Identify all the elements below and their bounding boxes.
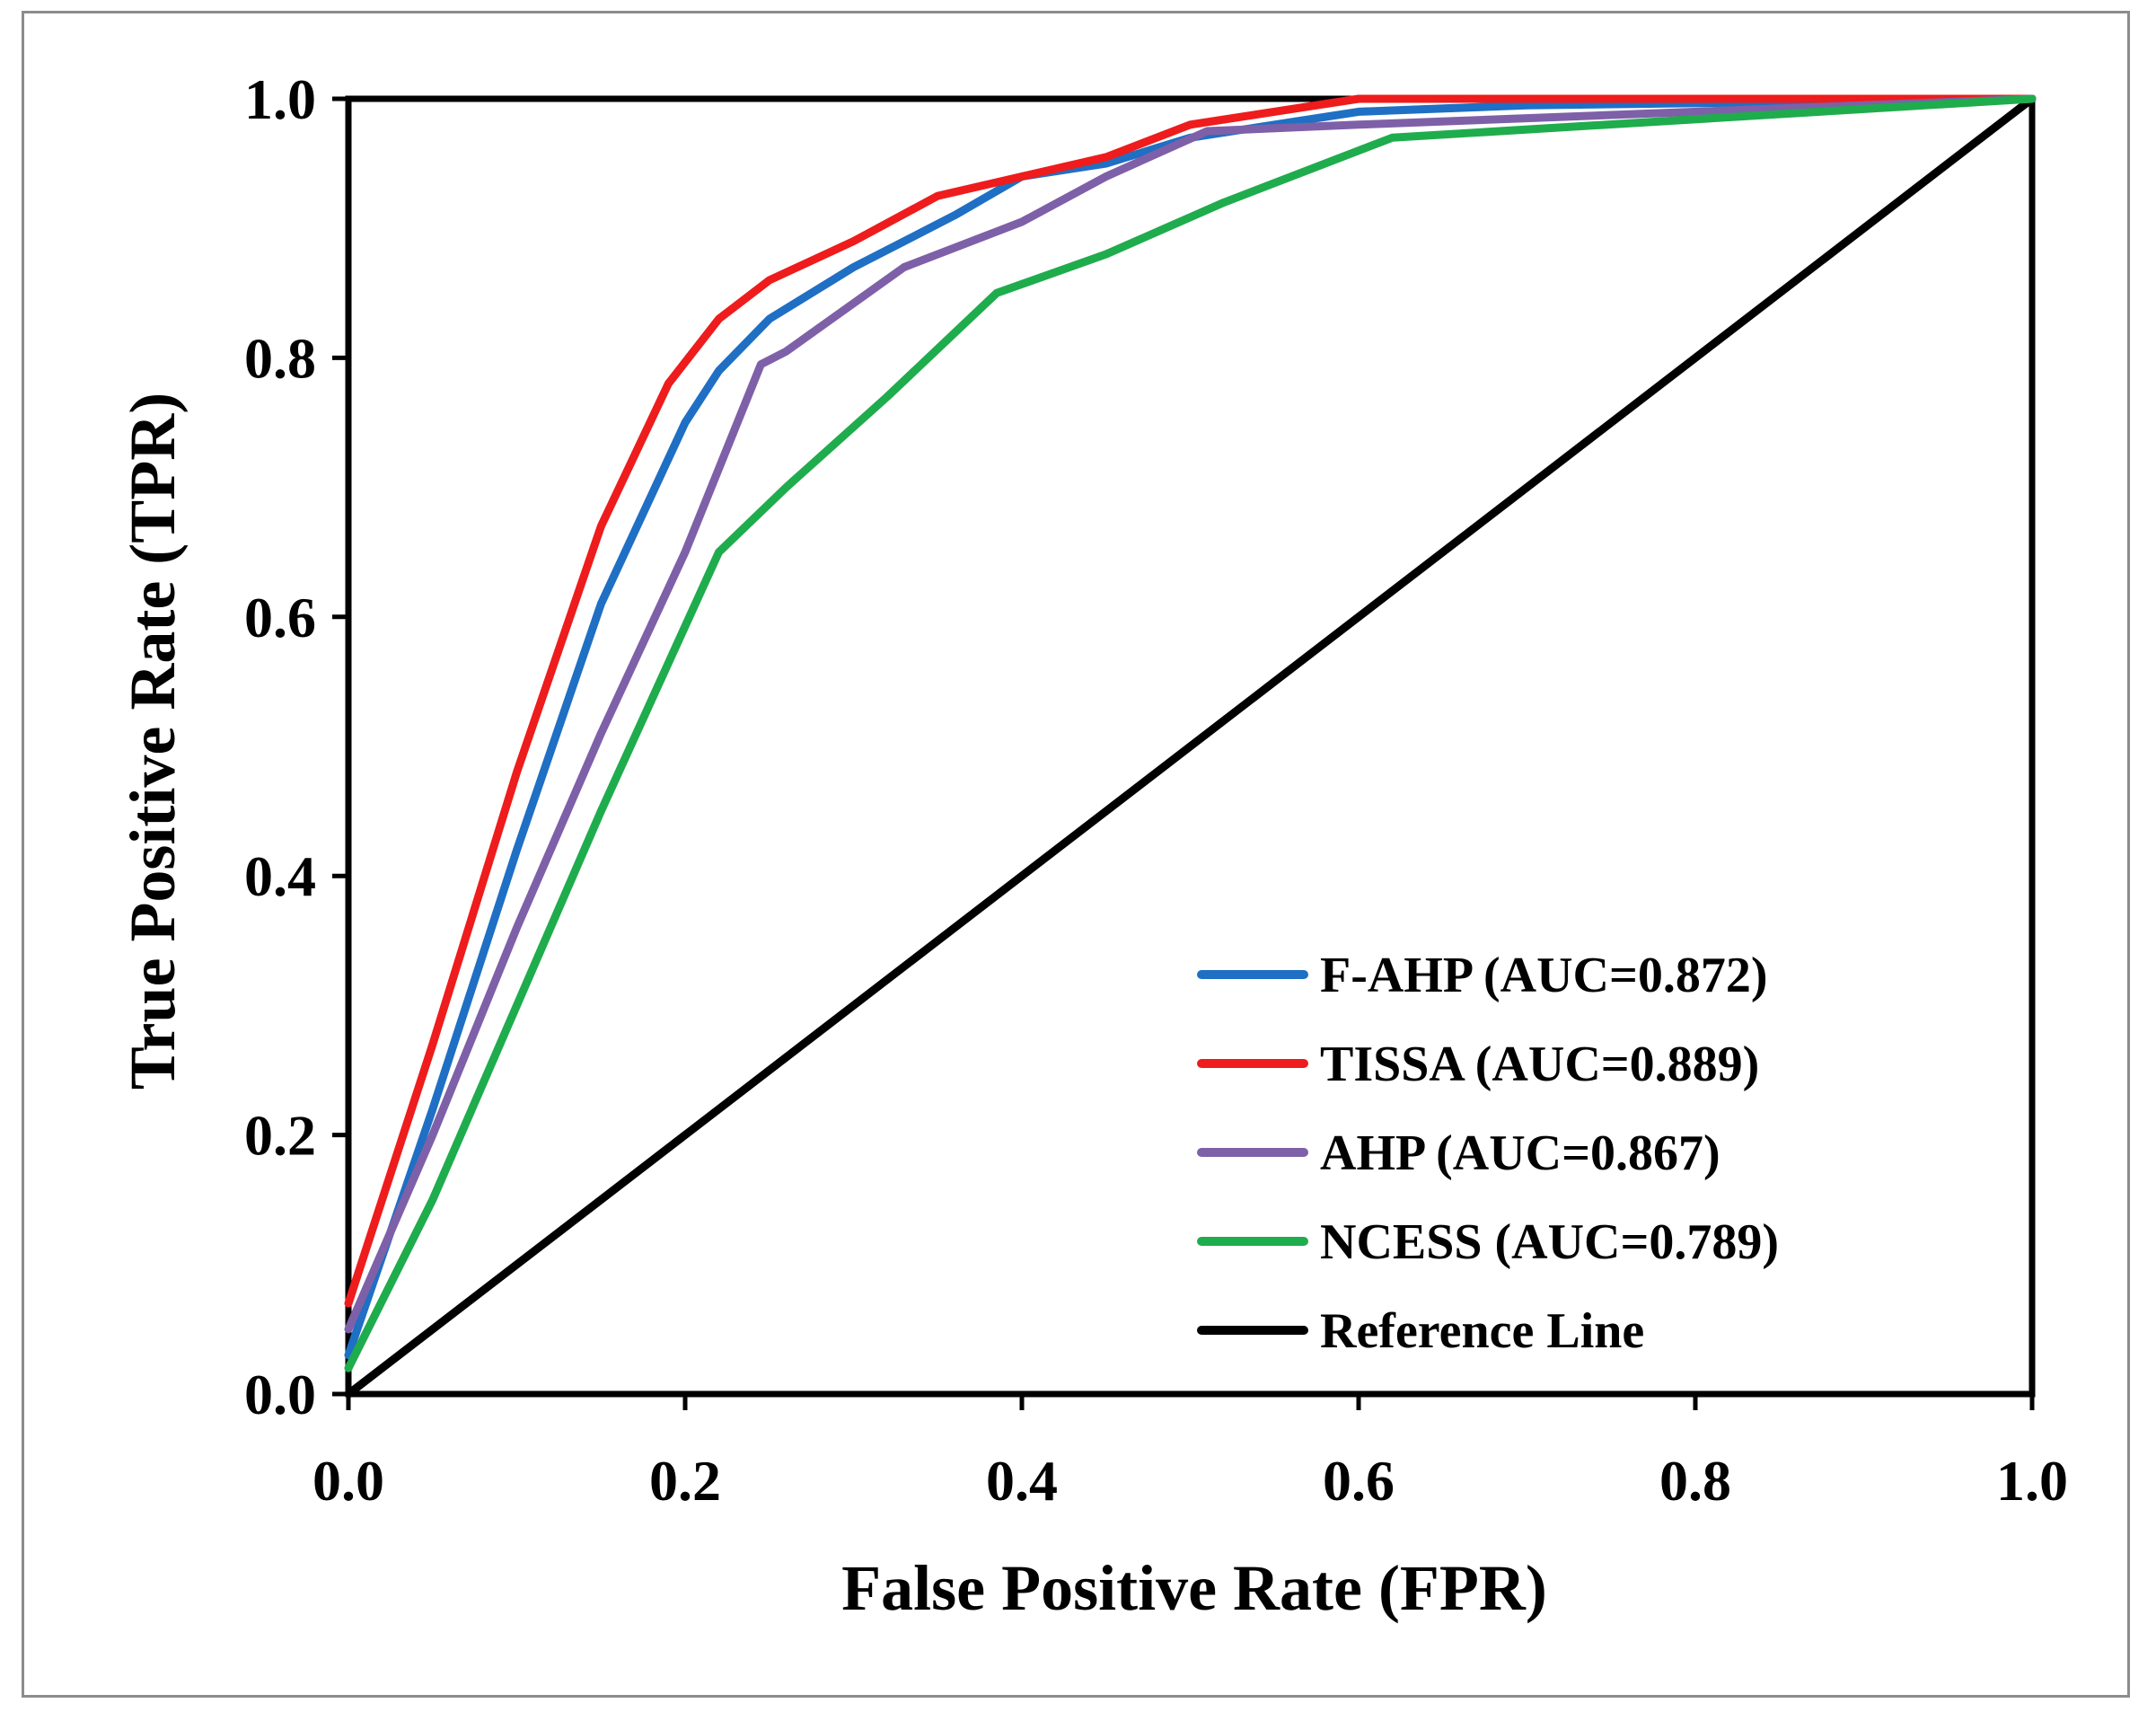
tick-layer: 0.0 0.2 0.4 0.6 0.8 1.0 0.0 0.2 0.4 0.6 0.8 1.0 — [244, 67, 2068, 1513]
series-line-f-ahp — [344, 94, 2037, 1360]
x-tick-label: 1.0 — [1996, 1449, 2068, 1513]
x-axis-title: False Positive Rate (FPR) — [841, 1552, 1547, 1624]
plot-area-border — [345, 95, 2036, 1398]
x-tick-label: 0.8 — [1659, 1449, 1731, 1513]
y-tick-label: 0.8 — [244, 326, 316, 390]
y-tick-label: 1.0 — [244, 67, 316, 131]
y-tick-label: 0.2 — [244, 1104, 316, 1168]
legend-label-ncess: NCESS (AUC=0.789) — [1320, 1214, 1779, 1270]
x-tick-label: 0.0 — [312, 1449, 384, 1513]
series-layer — [344, 94, 2037, 1399]
series-line-reference — [344, 94, 2037, 1399]
x-tick-label: 0.2 — [649, 1449, 721, 1513]
legend: F-AHP (AUC=0.872) TISSA (AUC=0.889) AHP (A… — [1197, 948, 1779, 1359]
series-line-tissa — [344, 94, 2037, 1308]
series-line-ncess — [344, 94, 2037, 1372]
axes-layer — [345, 95, 2036, 1398]
legend-label-tissa: TISSA (AUC=0.889) — [1320, 1037, 1759, 1092]
x-tick-label: 0.6 — [1323, 1449, 1395, 1513]
y-tick-label: 0.0 — [244, 1363, 316, 1426]
legend-label-ahp: AHP (AUC=0.867) — [1320, 1125, 1720, 1181]
y-tick-label: 0.6 — [244, 586, 316, 649]
y-tick-label: 0.4 — [244, 844, 316, 908]
legend-label-reference: Reference Line — [1320, 1303, 1644, 1359]
y-axis-title: True Positive Rate (TPR) — [117, 393, 189, 1090]
series-line-ahp — [344, 94, 2037, 1334]
x-tick-label: 0.4 — [986, 1449, 1058, 1513]
legend-label-f-ahp: F-AHP (AUC=0.872) — [1320, 948, 1768, 1003]
